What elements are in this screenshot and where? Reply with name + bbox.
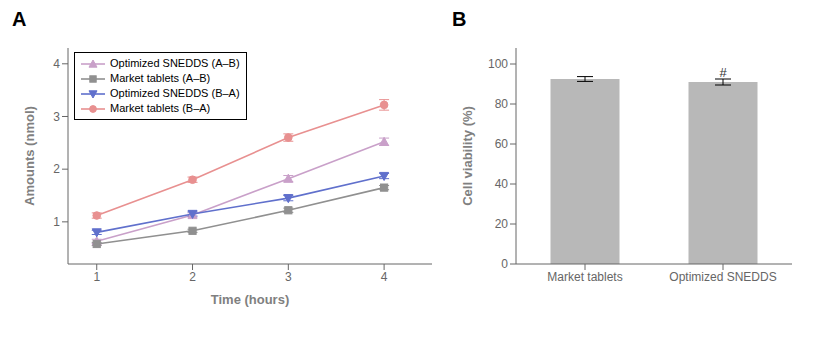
svg-text:20: 20 [495, 217, 509, 231]
svg-text:Time (hours): Time (hours) [211, 292, 290, 307]
svg-text:Optimized SNEDDS: Optimized SNEDDS [669, 270, 776, 284]
svg-text:1: 1 [53, 215, 60, 229]
svg-text:2: 2 [189, 270, 196, 284]
svg-text:0: 0 [501, 257, 508, 271]
svg-text:1: 1 [93, 270, 100, 284]
html-text:Market tablets (A–B): Market tablets (A–B) [110, 72, 211, 84]
svg-text:80: 80 [495, 97, 509, 111]
svg-text:4: 4 [53, 57, 60, 71]
svg-text:100: 100 [488, 57, 508, 71]
svg-text:40: 40 [495, 177, 509, 191]
html-text:A: A [12, 8, 27, 30]
html-text:Optimized SNEDDS (B–A): Optimized SNEDDS (B–A) [110, 87, 240, 99]
svg-text:4: 4 [381, 270, 388, 284]
html-text:Optimized SNEDDS (A–B): Optimized SNEDDS (A–B) [110, 57, 240, 69]
svg-text:3: 3 [53, 110, 60, 124]
svg-text:3: 3 [285, 270, 292, 284]
svg-text:Amounts (nmol): Amounts (nmol) [22, 106, 37, 206]
svg-text:Cell viability (%): Cell viability (%) [460, 106, 475, 206]
svg-text:2: 2 [53, 162, 60, 176]
html-text:Market tablets (B–A): Market tablets (B–A) [110, 102, 211, 114]
svg-text:Market tablets: Market tablets [547, 270, 622, 284]
svg-text:60: 60 [495, 137, 509, 151]
html-text:B: B [452, 8, 467, 30]
svg-text:#: # [719, 65, 727, 80]
